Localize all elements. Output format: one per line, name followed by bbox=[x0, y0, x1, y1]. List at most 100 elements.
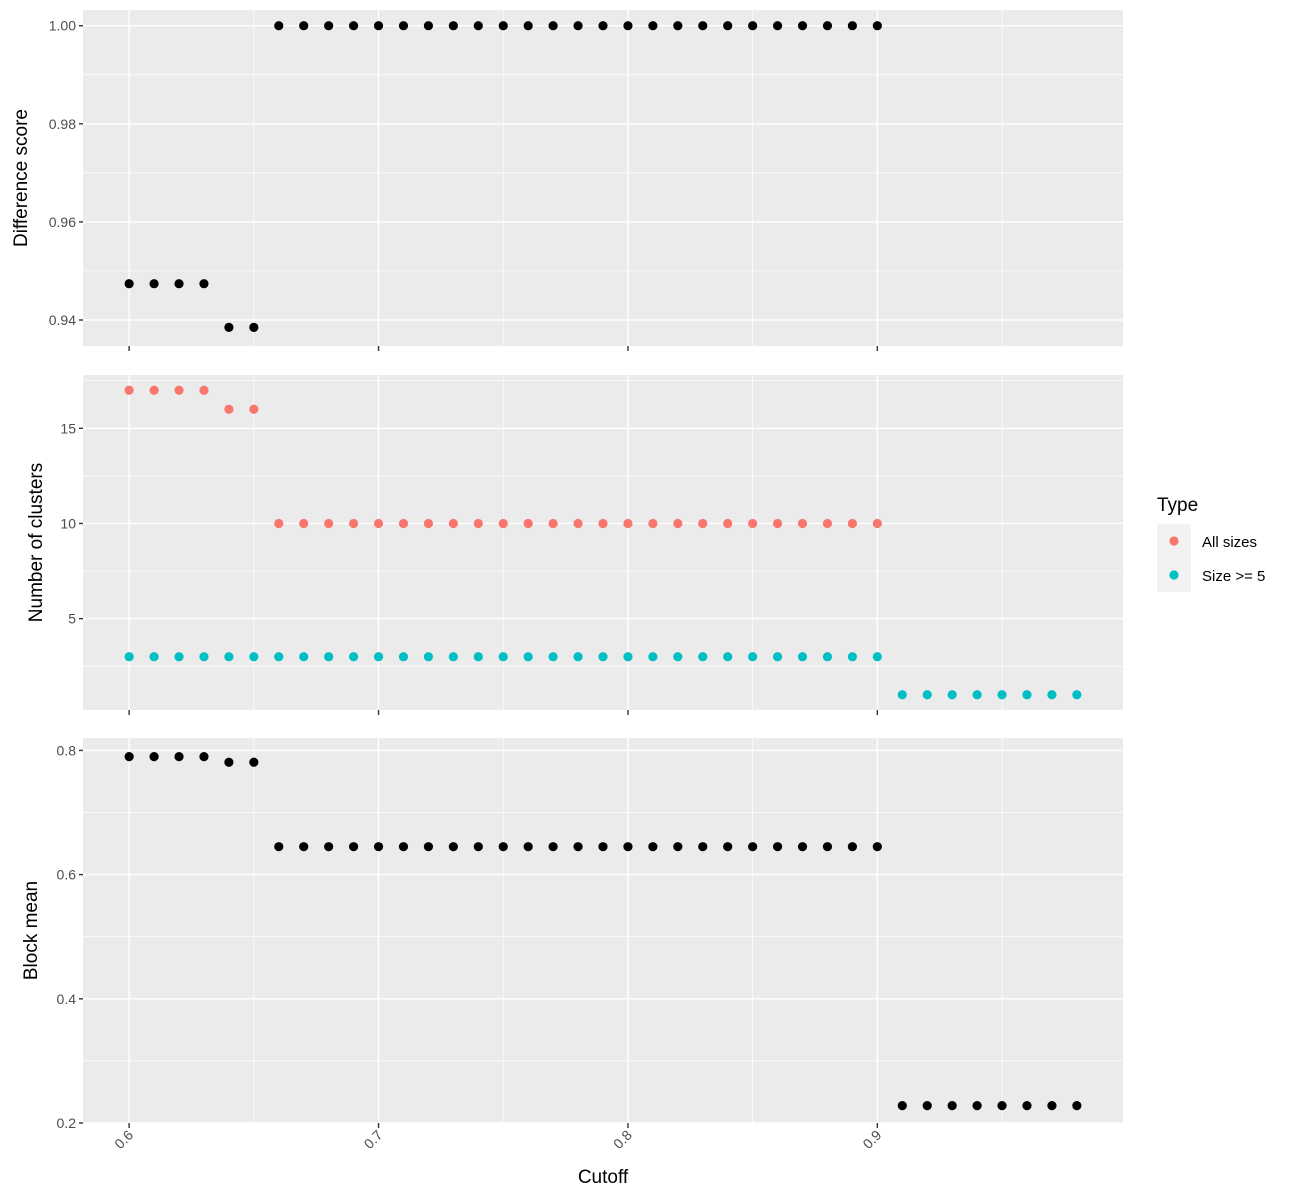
x-tick-label: 0.7 bbox=[361, 1127, 386, 1152]
data-point bbox=[149, 279, 159, 289]
data-point bbox=[673, 842, 683, 852]
data-point bbox=[498, 652, 508, 662]
data-point bbox=[698, 842, 708, 852]
data-point bbox=[199, 279, 209, 289]
data-point bbox=[373, 652, 384, 662]
data-point bbox=[124, 752, 134, 762]
data-point bbox=[473, 518, 483, 529]
data-point bbox=[448, 652, 458, 662]
data-point bbox=[249, 652, 259, 662]
data-point bbox=[473, 652, 483, 662]
data-point bbox=[299, 21, 309, 31]
data-point bbox=[723, 21, 733, 31]
data-point bbox=[772, 652, 783, 662]
data-point bbox=[648, 518, 658, 529]
data-point bbox=[423, 21, 434, 31]
data-point bbox=[348, 21, 359, 31]
data-point bbox=[124, 652, 134, 662]
data-point bbox=[224, 757, 234, 767]
data-point bbox=[822, 21, 833, 31]
y-tick-label: 1.00 bbox=[49, 18, 76, 34]
y-tick-label: 0.4 bbox=[57, 991, 77, 1007]
data-point bbox=[249, 404, 259, 414]
data-point bbox=[947, 1101, 957, 1111]
data-point bbox=[324, 842, 334, 852]
data-point bbox=[772, 21, 783, 31]
data-point bbox=[423, 842, 434, 852]
data-point bbox=[1047, 690, 1057, 700]
data-point bbox=[1022, 690, 1032, 700]
y-tick-label: 5 bbox=[68, 611, 76, 627]
data-point bbox=[673, 518, 683, 529]
panel-1: 0.94 0.96 0.98 1.00 Difference score bbox=[11, 10, 1123, 351]
x-tick-label: 0.6 bbox=[111, 1127, 136, 1152]
data-point bbox=[448, 21, 458, 31]
data-point bbox=[348, 518, 359, 529]
data-point bbox=[772, 842, 783, 852]
data-point bbox=[822, 842, 833, 852]
data-point bbox=[299, 842, 309, 852]
legend-label-size-5: Size >= 5 bbox=[1202, 568, 1265, 585]
data-point bbox=[748, 842, 758, 852]
data-point bbox=[473, 842, 483, 852]
data-point bbox=[1022, 1101, 1032, 1111]
chart-panels: 0.94 0.96 0.98 1.00 Difference score 5 10 15 Num… bbox=[11, 10, 1123, 1131]
data-point bbox=[997, 690, 1007, 700]
data-point bbox=[523, 518, 533, 529]
data-point bbox=[149, 385, 159, 395]
series-1 bbox=[124, 21, 882, 332]
y-tick-label: 15 bbox=[60, 420, 76, 436]
data-point bbox=[623, 21, 633, 31]
data-point bbox=[548, 652, 558, 662]
data-point bbox=[922, 1101, 932, 1111]
data-point bbox=[748, 652, 758, 662]
y-tick-label: 0.6 bbox=[57, 867, 77, 883]
data-point bbox=[822, 652, 833, 662]
data-point bbox=[149, 652, 159, 662]
x-axis: 0.6 0.7 0.8 0.9 bbox=[111, 1127, 884, 1152]
data-point bbox=[523, 21, 533, 31]
data-point bbox=[797, 652, 808, 662]
data-point bbox=[698, 652, 708, 662]
data-point bbox=[224, 404, 234, 414]
data-point bbox=[274, 21, 284, 31]
data-point bbox=[523, 842, 533, 852]
data-point bbox=[648, 842, 658, 852]
data-point bbox=[797, 518, 808, 529]
data-point bbox=[698, 518, 708, 529]
data-point bbox=[698, 21, 708, 31]
data-point bbox=[423, 652, 434, 662]
data-point bbox=[249, 322, 259, 332]
data-point bbox=[274, 518, 284, 529]
data-point bbox=[648, 21, 658, 31]
data-point bbox=[174, 279, 184, 289]
data-point bbox=[673, 652, 683, 662]
legend-title: Type bbox=[1157, 495, 1198, 516]
x-tick-label: 0.9 bbox=[859, 1127, 884, 1152]
data-point bbox=[498, 842, 508, 852]
y-tick-label: 0.98 bbox=[49, 116, 76, 132]
data-point bbox=[997, 1101, 1007, 1111]
data-point bbox=[174, 652, 184, 662]
data-point bbox=[174, 385, 184, 395]
data-point bbox=[1072, 1101, 1082, 1111]
data-point bbox=[124, 385, 134, 395]
data-point bbox=[498, 21, 508, 31]
data-point bbox=[498, 518, 508, 529]
y-tick-label: 0.8 bbox=[57, 742, 77, 758]
y-axis-title: Number of clusters bbox=[26, 463, 47, 622]
data-point bbox=[847, 518, 858, 529]
data-point bbox=[548, 842, 558, 852]
data-point bbox=[573, 518, 583, 529]
data-point bbox=[149, 752, 159, 762]
data-point bbox=[299, 518, 309, 529]
data-point bbox=[199, 652, 209, 662]
data-point bbox=[573, 842, 583, 852]
data-point bbox=[847, 652, 858, 662]
data-point bbox=[972, 690, 982, 700]
panel-background bbox=[83, 10, 1123, 346]
data-point bbox=[199, 752, 209, 762]
data-point bbox=[299, 652, 309, 662]
data-point bbox=[199, 385, 209, 395]
